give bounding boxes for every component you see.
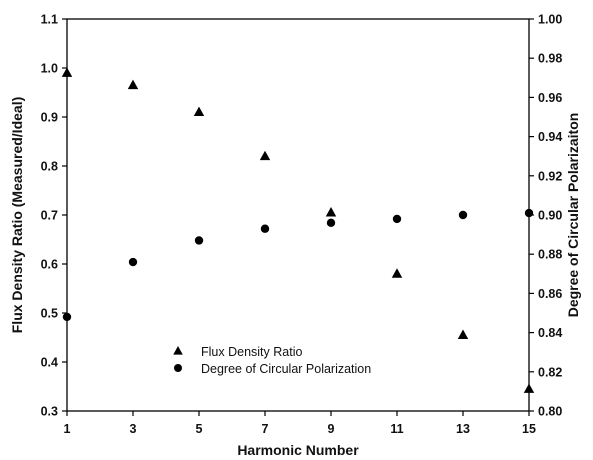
- x-axis: 1 3 5 7 9 11 13 15: [64, 411, 536, 436]
- left-y-axis: 0.3 0.4 0.5 0.6 0.7 0.8 0.9 1.0 1.1: [41, 13, 67, 419]
- legend: Flux Density Ratio Degree of Circular Po…: [173, 345, 371, 376]
- x-axis-title: Harmonic Number: [237, 442, 359, 458]
- flux-density-ratio-point: [61, 67, 73, 77]
- x-tick-label: 15: [522, 422, 536, 436]
- x-tick-label: 5: [196, 422, 203, 436]
- circular-polarization-point: [458, 210, 468, 220]
- circular-polarization-point: [260, 224, 270, 233]
- right-y-axis-title: Degree of Circular Polarizaiton: [565, 113, 581, 318]
- flux-density-ratio-point: [127, 79, 139, 90]
- circular-polarization-point: [194, 236, 204, 245]
- left-y-tick-label: 0.4: [41, 356, 58, 370]
- circular-polarization-point: [62, 312, 72, 322]
- legend-marker-circle: [174, 364, 182, 372]
- flux-density-ratio-point: [457, 329, 469, 340]
- right-y-tick-label: 0.92: [538, 169, 562, 183]
- legend-marker-triangle: [173, 346, 183, 355]
- left-y-tick-label: 1.0: [41, 62, 58, 76]
- right-y-tick-label: 0.80: [538, 405, 562, 419]
- circular-polarization-point: [326, 218, 336, 228]
- left-y-tick-label: 0.9: [41, 111, 58, 125]
- data-points: [61, 67, 535, 393]
- right-y-tick-label: 0.88: [538, 248, 562, 262]
- circular-polarization-point: [128, 257, 138, 267]
- left-y-tick-label: 0.8: [41, 160, 58, 174]
- right-y-tick-label: 0.94: [538, 130, 562, 144]
- right-y-tick-label: 0.96: [538, 91, 562, 105]
- x-tick-label: 7: [262, 422, 269, 436]
- left-y-axis-title: Flux Density Ratio (Measured/Ideal): [9, 97, 25, 334]
- circular-polarization-point: [392, 214, 402, 224]
- flux-density-ratio-point: [523, 383, 535, 393]
- flux-density-ratio-point: [391, 268, 403, 278]
- x-tick-label: 9: [328, 422, 335, 436]
- x-tick-label: 13: [456, 422, 470, 436]
- right-y-axis: 0.80 0.82 0.84 0.86 0.88 0.90 0.92 0.94 0.96 0.98…: [529, 13, 562, 419]
- flux-density-ratio-point: [325, 207, 337, 217]
- right-y-tick-label: 0.90: [538, 209, 562, 223]
- left-y-tick-label: 0.3: [41, 405, 58, 419]
- right-y-tick-label: 0.98: [538, 52, 562, 66]
- x-tick-label: 1: [64, 422, 71, 436]
- left-y-tick-label: 0.5: [41, 307, 58, 321]
- flux-density-ratio-point: [259, 150, 271, 161]
- flux-density-ratio-point: [193, 106, 205, 117]
- legend-label-flux-density-ratio: Flux Density Ratio: [201, 345, 302, 359]
- x-tick-label: 3: [130, 422, 137, 436]
- right-y-tick-label: 1.00: [538, 13, 562, 27]
- right-y-tick-label: 0.84: [538, 326, 562, 340]
- left-y-tick-label: 0.7: [41, 209, 58, 223]
- right-y-tick-label: 0.82: [538, 365, 562, 379]
- circular-polarization-point: [524, 208, 534, 218]
- right-y-tick-label: 0.86: [538, 287, 562, 301]
- x-tick-label: 11: [390, 422, 403, 436]
- left-y-tick-label: 1.1: [41, 13, 58, 27]
- legend-label-circular-polarization: Degree of Circular Polarization: [201, 362, 371, 376]
- left-y-tick-label: 0.6: [41, 258, 58, 272]
